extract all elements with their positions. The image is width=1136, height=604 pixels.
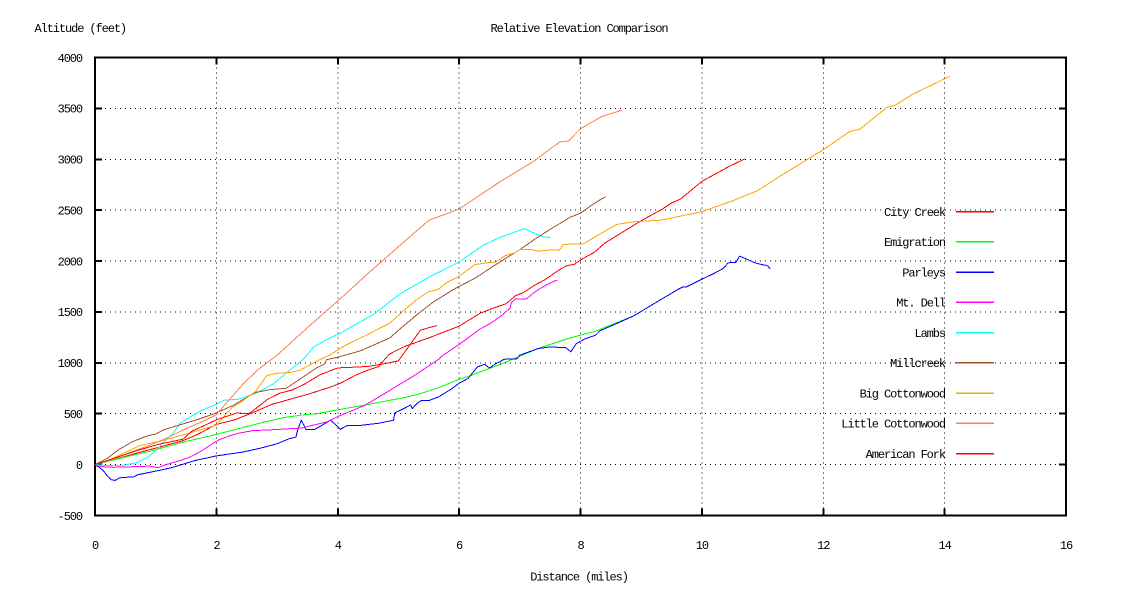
svg-text:Altitude (feet): Altitude (feet)	[35, 22, 127, 36]
svg-text:City Creek: City Creek	[884, 206, 946, 220]
svg-text:2000: 2000	[58, 255, 83, 269]
svg-text:8: 8	[577, 539, 584, 553]
svg-text:Mt. Dell: Mt. Dell	[896, 297, 946, 311]
svg-text:Lambs: Lambs	[914, 327, 945, 341]
svg-text:Relative Elevation Comparison: Relative Elevation Comparison	[491, 22, 669, 36]
svg-text:2500: 2500	[58, 205, 83, 219]
svg-text:14: 14	[938, 539, 951, 553]
svg-text:2: 2	[213, 539, 220, 553]
svg-text:Little Cottonwood: Little Cottonwood	[841, 418, 946, 432]
svg-text:3000: 3000	[58, 154, 83, 168]
svg-text:1500: 1500	[58, 306, 83, 320]
svg-text:Millcreek: Millcreek	[890, 357, 946, 371]
svg-text:American Fork: American Fork	[866, 448, 946, 462]
svg-text:Parleys: Parleys	[902, 266, 946, 280]
svg-text:4: 4	[335, 539, 342, 553]
svg-text:-500: -500	[58, 510, 83, 524]
svg-text:6: 6	[456, 539, 463, 553]
svg-text:Big Cottonwood: Big Cottonwood	[860, 387, 946, 401]
svg-text:Distance (miles): Distance (miles)	[530, 571, 628, 585]
svg-text:10: 10	[696, 539, 709, 553]
svg-text:16: 16	[1060, 539, 1073, 553]
svg-text:1000: 1000	[58, 357, 83, 371]
svg-text:500: 500	[64, 408, 83, 422]
svg-text:3500: 3500	[58, 103, 83, 117]
svg-text:Emigration: Emigration	[884, 236, 946, 250]
svg-text:4000: 4000	[58, 52, 83, 66]
svg-text:12: 12	[817, 539, 830, 553]
svg-text:0: 0	[76, 459, 83, 473]
svg-text:0: 0	[92, 539, 99, 553]
